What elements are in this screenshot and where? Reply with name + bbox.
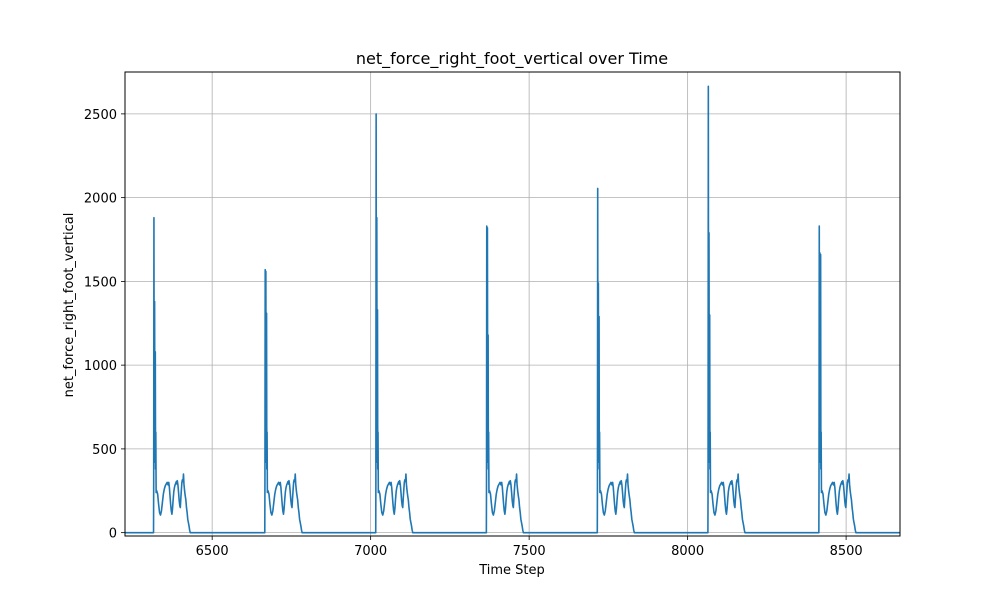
y-tick-label: 0	[109, 527, 117, 542]
x-axis-label: Time Step	[478, 563, 545, 578]
y-tick-label: 2000	[84, 192, 117, 207]
y-tick-label: 1500	[84, 275, 117, 290]
axes-frame	[124, 71, 901, 537]
chart-title: net_force_right_foot_vertical over Time	[356, 49, 668, 69]
y-tick-label: 1000	[84, 359, 117, 374]
x-tick-label: 7000	[354, 544, 387, 559]
y-tick-label: 2500	[84, 108, 117, 123]
plot-area	[125, 85, 900, 534]
y-axis-label: net_force_right_foot_vertical	[62, 213, 77, 398]
x-tick-label: 6500	[196, 544, 229, 559]
x-tick-label: 7500	[513, 544, 546, 559]
series-line-net-force	[125, 85, 900, 534]
y-tick-label: 500	[92, 443, 117, 458]
x-tick-label: 8500	[830, 544, 863, 559]
x-tick-label: 8000	[671, 544, 704, 559]
axis-ticks: 6500 7000 7500 8000 8500 0 500 1000 1500 2000 2500	[84, 108, 863, 559]
